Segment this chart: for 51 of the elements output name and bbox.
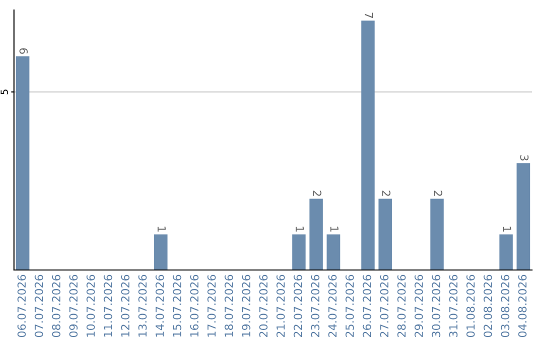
- x-tick-label: 23.07.2026: [310, 274, 320, 337]
- data-label: 2: [382, 190, 390, 196]
- bar: [326, 234, 340, 270]
- x-tick-label: 29.07.2026: [414, 274, 423, 337]
- x-tick-label: 28.07.2026: [397, 274, 406, 337]
- x-tick-label: 22.07.2026: [294, 274, 302, 337]
- x-tick-label: 13.07.2026: [138, 274, 147, 337]
- bar: [430, 198, 444, 270]
- x-tick-label: 08.07.2026: [52, 274, 60, 338]
- x-tick-label: 12.07.2026: [121, 274, 130, 337]
- x-tick-label: 09.07.2026: [69, 274, 78, 338]
- data-label: 6: [19, 48, 28, 54]
- y-tick-label: 5: [0, 90, 8, 94]
- x-tick-label: 24.07.2026: [328, 274, 337, 337]
- x-tick-label: 25.07.2026: [346, 274, 354, 337]
- data-label: 2: [434, 190, 442, 196]
- x-tick-label: 31.07.2026: [449, 274, 458, 337]
- x-tick-label: 21.07.2026: [276, 274, 285, 337]
- data-label: 1: [503, 226, 512, 232]
- bar: [154, 234, 168, 270]
- x-tick-label: 15.07.2026: [172, 274, 182, 337]
- x-tick-label: 20.07.2026: [259, 274, 268, 337]
- data-label: 1: [296, 226, 304, 232]
- x-tick-label: 17.07.2026: [207, 274, 216, 337]
- data-label: 2: [313, 190, 322, 196]
- x-tick-label: 16.07.2026: [190, 274, 199, 337]
- x-tick-label: 04.08.2026: [518, 274, 527, 338]
- x-tick-label: 06.07.2026: [17, 274, 26, 338]
- x-tick-label: 14.07.2026: [156, 274, 164, 337]
- x-tick-label: 02.08.2026: [484, 274, 492, 338]
- data-label: 7: [364, 12, 373, 18]
- data-label: 3: [520, 155, 529, 160]
- bar: [516, 163, 530, 270]
- x-tick-label: 30.07.2026: [432, 274, 440, 337]
- x-tick-label: 18.07.2026: [224, 274, 234, 337]
- bar: [292, 234, 306, 270]
- bar: [16, 56, 30, 270]
- x-tick-label: 26.07.2026: [362, 274, 372, 337]
- x-tick-label: 19.07.2026: [242, 274, 250, 337]
- x-tick-label: 03.08.2026: [500, 274, 510, 338]
- bar: [499, 234, 513, 270]
- data-label: 1: [158, 226, 166, 232]
- x-tick-label: 27.07.2026: [380, 274, 388, 337]
- bar: [361, 20, 375, 270]
- bar: [309, 198, 323, 270]
- x-tick-label: 07.07.2026: [34, 274, 44, 338]
- x-tick-label: 11.07.2026: [104, 274, 112, 337]
- x-tick-label: 10.07.2026: [86, 274, 95, 337]
- data-label: 1: [330, 226, 338, 232]
- x-tick-label: 01.08.2026: [466, 274, 475, 338]
- bar: [378, 198, 392, 270]
